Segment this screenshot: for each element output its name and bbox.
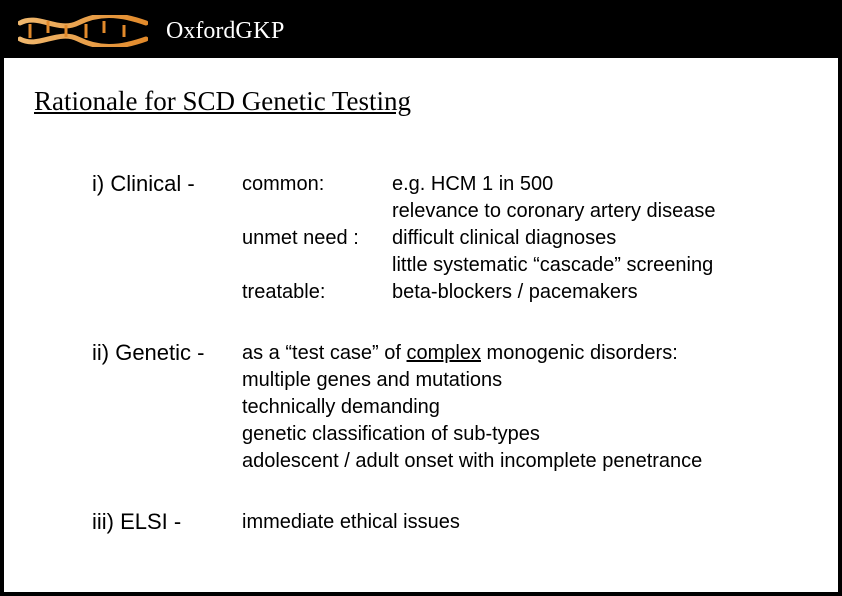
unmet-line-1: difficult clinical diagnoses [392,225,808,252]
elsi-detail: immediate ethical issues [242,509,808,536]
page-title: Rationale for SCD Genetic Testing [34,86,808,117]
common-line-2: relevance to coronary artery disease [392,198,808,225]
dna-helix-icon [18,15,148,47]
unmet-line-2: little systematic “cascade” screening [392,252,808,279]
genetic-line-3: technically demanding [242,394,808,421]
genetic-detail: as a “test case” of complex monogenic di… [242,340,808,475]
clinical-subcol: common: unmet need : treatable: [242,171,392,306]
clinical-label: i) Clinical - [92,171,242,197]
genetic-line1-post: monogenic disorders: [481,342,678,364]
brand-label: OxfordGKP [166,18,285,45]
genetic-line1-underlined: complex [407,342,481,364]
common-line-1: e.g. HCM 1 in 500 [392,171,808,198]
header-bar: OxfordGKP [4,4,838,58]
brand-suffix: GKP [235,18,285,44]
brand-name: Oxford [166,18,235,44]
section-clinical: i) Clinical - common: unmet need : treat… [92,171,808,306]
genetic-line-1: as a “test case” of complex monogenic di… [242,340,808,367]
clinical-detail: e.g. HCM 1 in 500 relevance to coronary … [392,171,808,306]
common-label: common: [242,171,392,198]
treatable-line-1: beta-blockers / pacemakers [392,279,808,306]
slide: OxfordGKP Rationale for SCD Genetic Test… [0,0,842,596]
section-genetic: ii) Genetic - as a “test case” of comple… [92,340,808,475]
unmet-label: unmet need : [242,225,392,252]
genetic-label: ii) Genetic - [92,340,242,366]
genetic-line1-pre: as a “test case” of [242,342,407,364]
genetic-line-5: adolescent / adult onset with incomplete… [242,448,808,475]
elsi-label: iii) ELSI - [92,509,242,535]
genetic-line-2: multiple genes and mutations [242,367,808,394]
genetic-line-4: genetic classification of sub-types [242,421,808,448]
section-elsi: iii) ELSI - immediate ethical issues [92,509,808,536]
treatable-label: treatable: [242,279,392,306]
elsi-line-1: immediate ethical issues [242,509,808,536]
content-area: Rationale for SCD Genetic Testing i) Cli… [4,58,838,590]
